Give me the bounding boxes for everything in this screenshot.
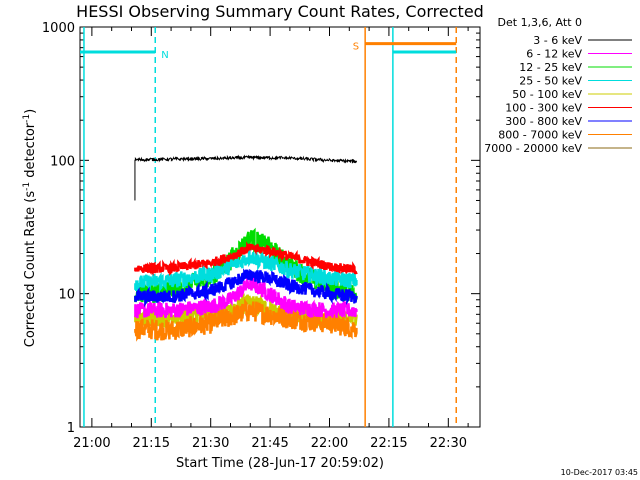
observing-flag-lines <box>83 27 457 427</box>
legend-item-label: 6 - 12 keV <box>526 48 582 61</box>
legend-item-label: 12 - 25 keV <box>519 61 582 74</box>
y-tick-label: 10 <box>58 288 75 303</box>
observing-flags: NS <box>80 42 457 61</box>
x-tick-label: 22:00 <box>311 436 348 451</box>
y-tick-label: 100 <box>50 154 75 169</box>
generated-timestamp: 10-Dec-2017 03:45 <box>561 468 638 477</box>
x-axis-label: Start Time (28-Jun-17 20:59:02) <box>176 456 384 471</box>
legend-item-label: 300 - 800 keV <box>505 115 582 128</box>
y-axis-label: Corrected Count Rate (s-1 detector-1) <box>22 109 38 347</box>
series-line <box>134 154 357 164</box>
legend-title: Det 1,3,6, Att 0 <box>498 16 582 29</box>
series-line <box>134 241 358 277</box>
x-tick-label: 22:15 <box>370 436 407 451</box>
legend-item-label: 100 - 300 keV <box>505 102 582 115</box>
series-line <box>134 268 358 308</box>
x-tick-label: 21:00 <box>73 436 110 451</box>
flag-label: S <box>353 42 359 53</box>
series-lines <box>134 154 358 342</box>
flag-label: N <box>161 50 168 61</box>
legend-item-label: 3 - 6 keV <box>533 34 582 47</box>
y-tick-label: 1 <box>67 421 75 436</box>
chart-title: HESSI Observing Summary Count Rates, Cor… <box>76 2 484 21</box>
axis-ticks: 21:00 21:15 21:30 21:45 22:00 22:15 22:30 1 10 10… <box>42 21 480 451</box>
series-line <box>134 250 358 292</box>
legend-item-label: 7000 - 20000 keV <box>484 142 582 155</box>
x-tick-label: 22:30 <box>430 436 467 451</box>
x-tick-label: 21:30 <box>192 436 229 451</box>
y-tick-label: 1000 <box>42 21 75 36</box>
legend-item-label: 50 - 100 keV <box>512 88 582 101</box>
plot-frame <box>79 26 481 428</box>
plot-area: 21:00 21:15 21:30 21:45 22:00 22:15 22:30 1 10 10… <box>42 21 481 451</box>
legend-item-label: 800 - 7000 keV <box>498 129 582 142</box>
x-tick-label: 21:45 <box>251 436 288 451</box>
legend-item-label: 25 - 50 keV <box>519 75 582 88</box>
x-tick-label: 21:15 <box>133 436 170 451</box>
series-line <box>134 275 358 319</box>
